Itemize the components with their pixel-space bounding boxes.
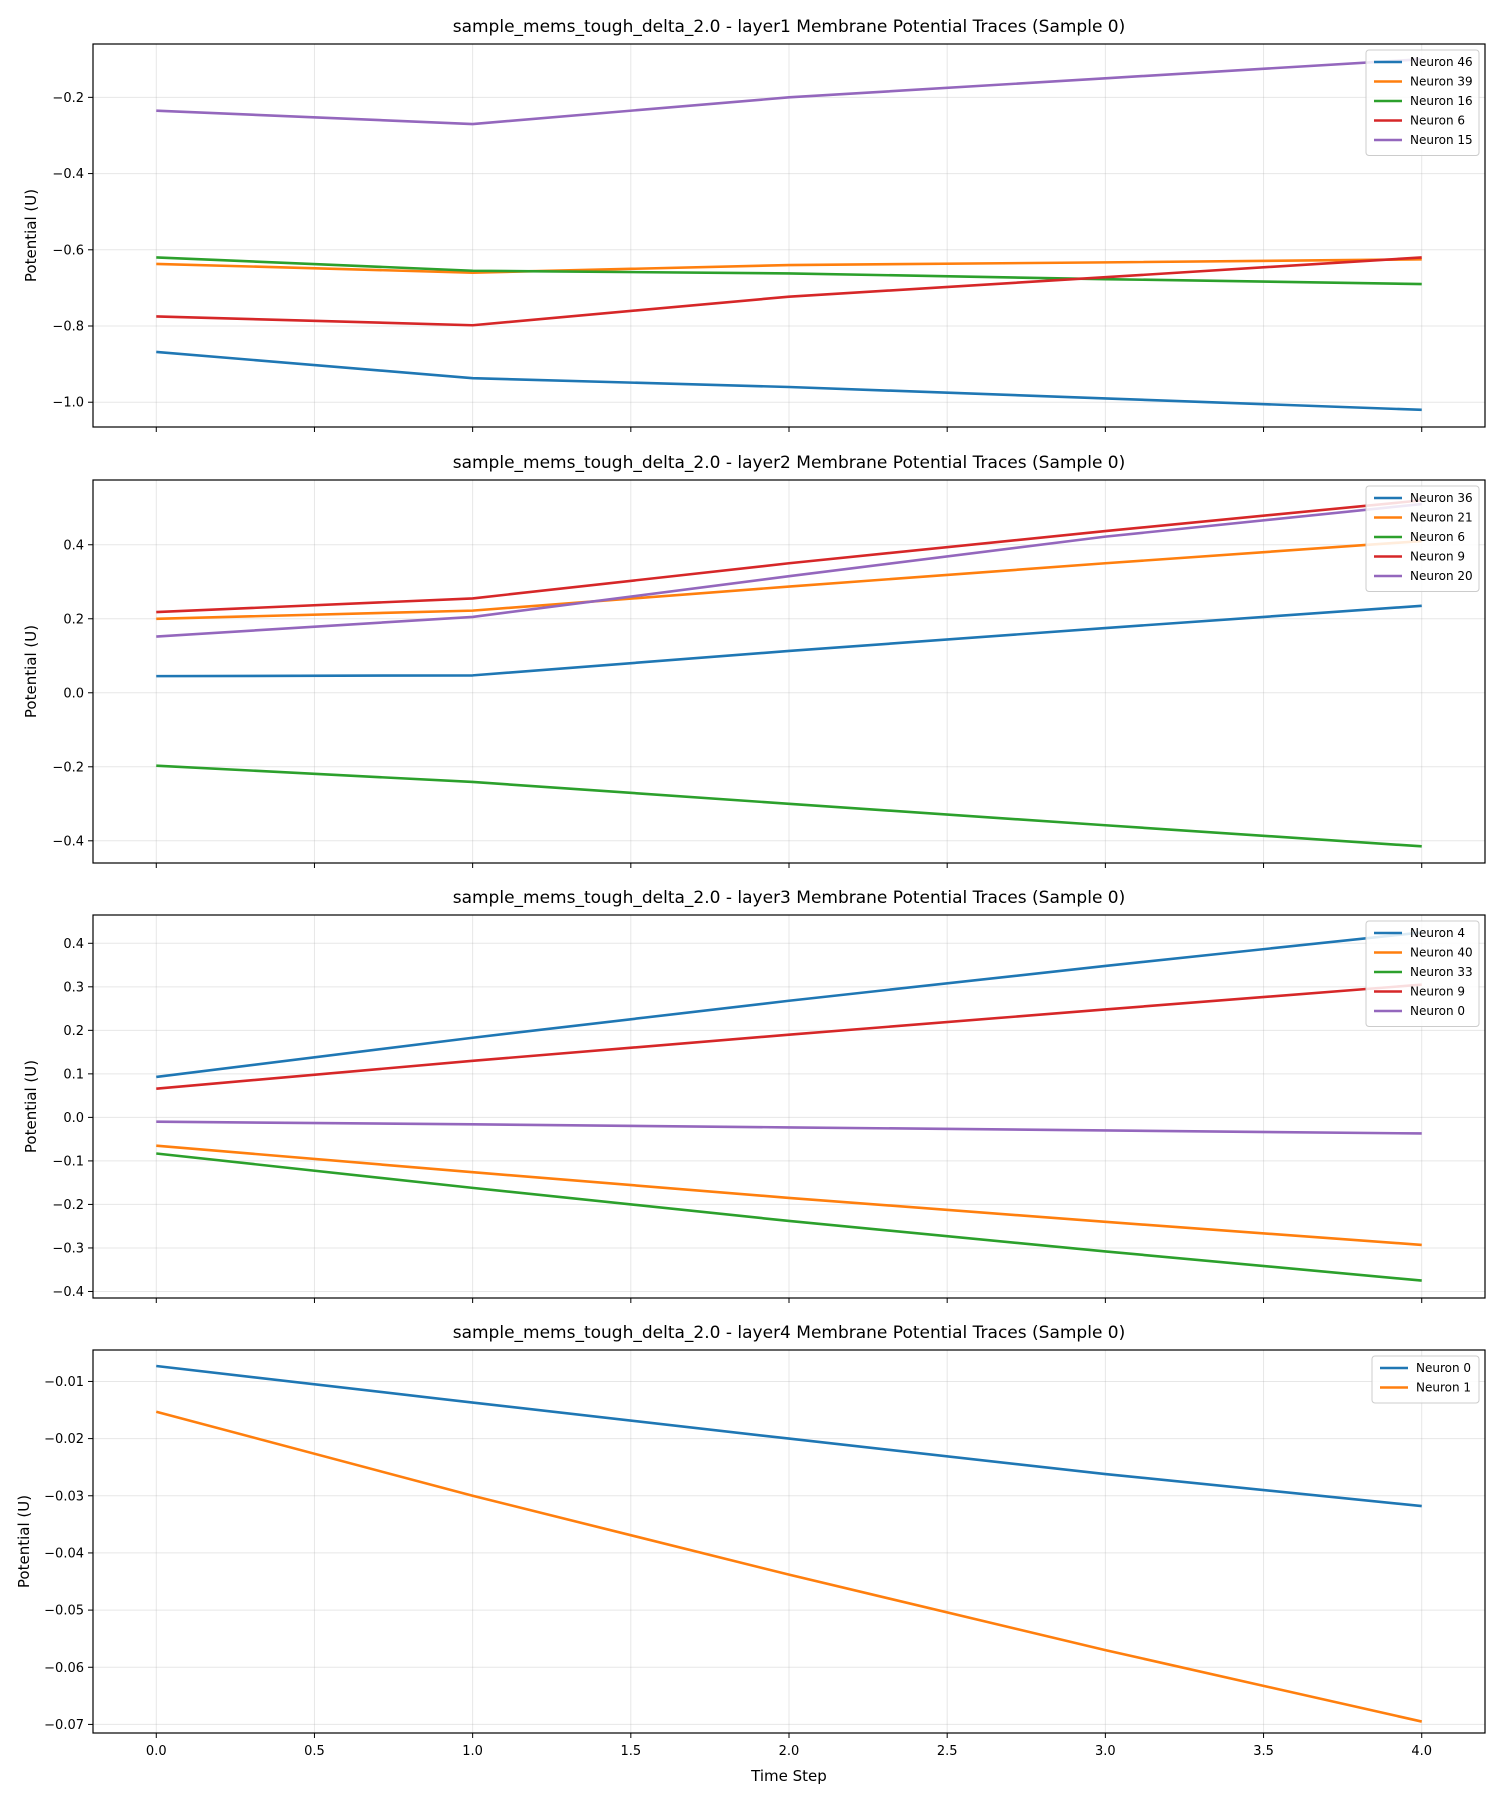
chart-title: sample_mems_tough_delta_2.0 - layer1 Mem… xyxy=(453,17,1126,37)
y-tick-label: −0.1 xyxy=(52,1154,84,1169)
legend-entry: Neuron 4 xyxy=(1410,926,1465,940)
y-tick-label: −0.04 xyxy=(44,1546,84,1561)
y-tick-label: −0.8 xyxy=(52,320,84,335)
y-tick-label: 0.0 xyxy=(63,1111,84,1126)
y-tick-label: −0.2 xyxy=(52,1198,84,1213)
grid xyxy=(93,915,1485,1298)
x-tick-label: 3.0 xyxy=(1095,1744,1116,1759)
legend-entry: Neuron 0 xyxy=(1416,1361,1471,1375)
y-tick-label: −0.06 xyxy=(44,1661,84,1676)
chart-title: sample_mems_tough_delta_2.0 - layer2 Mem… xyxy=(453,453,1126,473)
y-tick-label: 0.0 xyxy=(63,686,84,701)
y-tick-label: −0.07 xyxy=(44,1718,84,1733)
x-tick-label: 0.0 xyxy=(146,1744,167,1759)
legend-entry: Neuron 9 xyxy=(1410,550,1465,564)
legend-entry: Neuron 21 xyxy=(1410,511,1473,525)
legend: Neuron 36 Neuron 21 Neuron 6 Neuron 9 Neuron… xyxy=(1366,486,1479,592)
subplot-3: sample_mems_tough_delta_2.0 - layer3 Mem… xyxy=(22,888,1485,1303)
x-tick-label: 2.0 xyxy=(779,1744,800,1759)
y-axis-label: Potential (U) xyxy=(22,189,40,282)
legend-entry: Neuron 46 xyxy=(1410,55,1473,69)
y-tick-label: 0.4 xyxy=(63,538,84,553)
subplot-2: sample_mems_tough_delta_2.0 - layer2 Mem… xyxy=(22,453,1485,868)
y-tick-label: −0.6 xyxy=(52,243,84,258)
legend-entry: Neuron 6 xyxy=(1410,114,1465,128)
x-tick-label: 3.5 xyxy=(1253,1744,1274,1759)
legend-entry: Neuron 1 xyxy=(1416,1381,1471,1395)
y-axis-label: Potential (U) xyxy=(22,1060,40,1153)
y-tick-label: −0.02 xyxy=(44,1432,84,1447)
x-tick-label: 4.0 xyxy=(1411,1744,1432,1759)
legend-entry: Neuron 39 xyxy=(1410,75,1473,89)
legend: Neuron 0 Neuron 1 xyxy=(1372,1356,1479,1403)
legend-entry: Neuron 40 xyxy=(1410,946,1473,960)
legend-entry: Neuron 9 xyxy=(1410,985,1465,999)
subplot-1: sample_mems_tough_delta_2.0 - layer1 Mem… xyxy=(22,17,1485,432)
y-tick-label: 0.1 xyxy=(63,1067,84,1082)
y-tick-label: 0.3 xyxy=(63,980,84,995)
y-tick-label: −0.2 xyxy=(52,760,84,775)
y-tick-label: −0.4 xyxy=(52,1285,84,1300)
legend-entry: Neuron 0 xyxy=(1410,1004,1465,1018)
y-tick-label: −0.4 xyxy=(52,834,84,849)
subplot-4: sample_mems_tough_delta_2.0 - layer4 Mem… xyxy=(15,1323,1485,1785)
legend-entry: Neuron 15 xyxy=(1410,133,1473,147)
y-tick-label: −0.03 xyxy=(44,1489,84,1504)
legend: Neuron 46 Neuron 39 Neuron 16 Neuron 6 Neuro… xyxy=(1366,50,1479,156)
y-tick-label: 0.2 xyxy=(63,612,84,627)
chart-title: sample_mems_tough_delta_2.0 - layer4 Mem… xyxy=(453,1323,1126,1343)
chart-title: sample_mems_tough_delta_2.0 - layer3 Mem… xyxy=(453,888,1126,908)
legend: Neuron 4 Neuron 40 Neuron 33 Neuron 9 Neuron… xyxy=(1366,921,1479,1027)
y-tick-label: 0.2 xyxy=(63,1024,84,1039)
legend-entry: Neuron 36 xyxy=(1410,491,1473,505)
y-tick-label: −0.3 xyxy=(52,1241,84,1256)
y-tick-label: −0.4 xyxy=(52,167,84,182)
y-tick-label: 0.4 xyxy=(63,937,84,952)
y-tick-label: −1.0 xyxy=(52,396,84,411)
legend-entry: Neuron 20 xyxy=(1410,569,1473,583)
legend-entry: Neuron 6 xyxy=(1410,530,1465,544)
y-tick-label: −0.05 xyxy=(44,1604,84,1619)
y-axis-label: Potential (U) xyxy=(22,625,40,718)
x-tick-label: 1.0 xyxy=(462,1744,483,1759)
grid xyxy=(93,480,1485,863)
y-tick-label: −0.2 xyxy=(52,91,84,106)
x-tick-label: 0.5 xyxy=(304,1744,325,1759)
y-tick-label: −0.01 xyxy=(44,1375,84,1390)
x-axis-label: Time Step xyxy=(750,1767,827,1785)
grid xyxy=(93,1350,1485,1733)
y-axis-label: Potential (U) xyxy=(15,1495,33,1588)
grid xyxy=(93,44,1485,427)
x-tick-label: 2.5 xyxy=(937,1744,958,1759)
legend-entry: Neuron 33 xyxy=(1410,965,1473,979)
x-tick-label: 1.5 xyxy=(620,1744,641,1759)
legend-entry: Neuron 16 xyxy=(1410,94,1473,108)
